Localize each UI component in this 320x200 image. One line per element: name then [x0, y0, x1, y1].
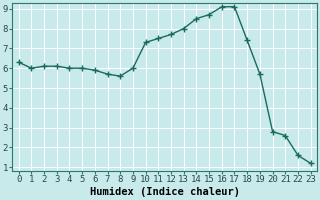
X-axis label: Humidex (Indice chaleur): Humidex (Indice chaleur)	[90, 187, 240, 197]
